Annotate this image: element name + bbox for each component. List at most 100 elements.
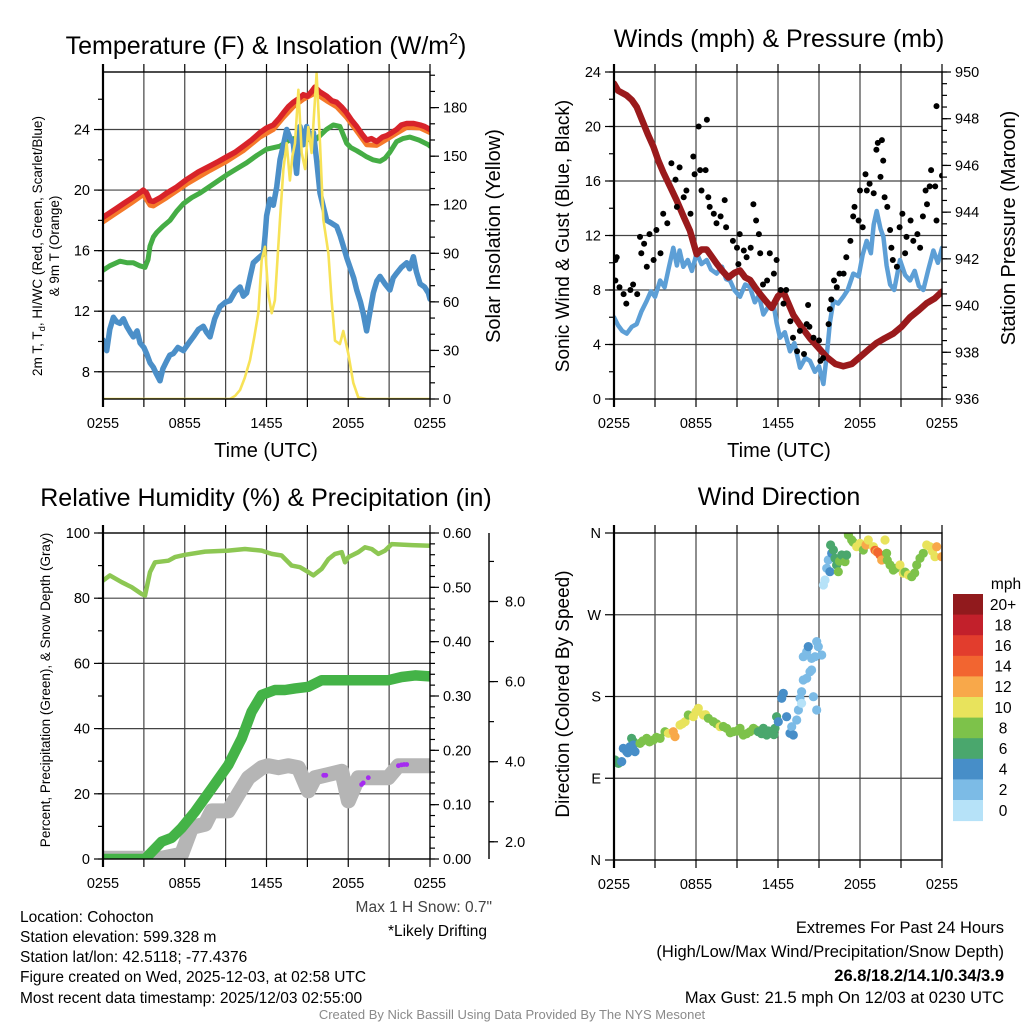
x-axis-tick-label: 1455 xyxy=(250,416,282,432)
wind-gust-point xyxy=(855,217,862,224)
wind-gust-point xyxy=(773,257,780,263)
left-axis-tick-label: 4 xyxy=(593,338,601,354)
y-axis-label: 2m T, Td, HI/WC (Red, Green, Scarlet/Blu… xyxy=(30,116,48,376)
colorbar-label: 18 xyxy=(994,617,1011,634)
colorbar-swatch xyxy=(953,738,983,760)
humidity-precipitation-panel: Relative Humidity (%) & Precipitation (i… xyxy=(38,484,525,940)
likely-drifting-point xyxy=(404,762,410,767)
wind-gust-point xyxy=(907,217,914,224)
wind-gust-point xyxy=(850,213,857,220)
colorbar-label: 8 xyxy=(999,720,1008,737)
recent-data-timestamp-text: Most recent data timestamp: 2025/12/03 0… xyxy=(20,990,362,1007)
grid-and-ticks xyxy=(94,525,498,867)
wind-gust-point xyxy=(641,240,648,247)
left-axis-tick-label: 40 xyxy=(74,722,90,738)
wind-gust-point xyxy=(702,167,709,174)
wind-direction-point xyxy=(617,757,627,767)
chart-title: Temperature (F) & Insolation (W/m2) xyxy=(66,31,467,60)
wind-gust-point xyxy=(747,244,754,251)
wind-gust-point xyxy=(736,231,743,238)
wind-gust-point xyxy=(833,284,840,291)
wind-gust-point xyxy=(706,203,713,210)
right-axis-tick-label: 0.30 xyxy=(443,689,471,705)
chart-title: Relative Humidity (%) & Precipitation (i… xyxy=(40,484,492,512)
wind-gust-point xyxy=(893,263,900,270)
likely-drifting-point xyxy=(323,772,329,778)
x-axis-tick-label: 1455 xyxy=(762,877,794,893)
wind-direction-point xyxy=(842,550,852,560)
wind-gust-point xyxy=(899,210,906,217)
wind-gust-point xyxy=(888,244,895,251)
right-axis-tick-label: 0.00 xyxy=(443,852,471,868)
colorbar-swatch xyxy=(953,800,983,822)
wind-direction-point xyxy=(655,733,665,744)
snow-axis-tick-label: 6.0 xyxy=(505,675,525,691)
right-axis-tick-label: 180 xyxy=(443,101,467,117)
wind-gust-point xyxy=(660,210,667,217)
x-axis-tick-label: 0855 xyxy=(680,416,712,432)
wind-gust-point xyxy=(928,167,935,174)
wind-gust-point xyxy=(729,237,736,244)
wind-direction-panel: Wind Direction Direction (Colored By Spe… xyxy=(553,483,1021,893)
wind-gust-point xyxy=(884,203,891,210)
left-axis-tick-label: 0 xyxy=(82,852,90,868)
right-axis-tick-label: 0.60 xyxy=(443,526,471,542)
wind-direction-point xyxy=(787,722,797,732)
wind-gust-point xyxy=(902,250,909,257)
right-axis-tick-label: 90 xyxy=(443,246,459,262)
wind-gust-point xyxy=(630,281,637,288)
left-axis-tick-label: 0 xyxy=(593,392,601,408)
wind-gust-point xyxy=(878,137,885,144)
wind-direction-point xyxy=(670,732,680,742)
solar-insolation-line xyxy=(103,72,430,399)
x-axis-tick-label: 0255 xyxy=(414,416,446,432)
wind-gust-point xyxy=(826,306,833,313)
wind-gust-point xyxy=(734,244,740,251)
right-axis-tick-label: 938 xyxy=(955,345,979,361)
wind-gust-point xyxy=(816,337,822,344)
wind-gust-point xyxy=(680,194,687,201)
latlon-text: Station lat/lon: 42.5118; -77.4376 xyxy=(20,949,247,966)
wind-gust-point xyxy=(616,284,623,291)
wind-gust-point xyxy=(806,323,813,330)
figure-created-text: Figure created on Wed, 2025-12-03, at 02… xyxy=(20,969,366,986)
wind-gust-point xyxy=(840,270,847,277)
colorbar-swatch xyxy=(953,717,983,739)
footer-credit: Created By Nick Bassill Using Data Provi… xyxy=(319,1007,706,1022)
likely-drifting-point xyxy=(365,775,371,781)
wind-gust-point xyxy=(863,187,870,194)
wind-gust-point xyxy=(620,291,627,298)
wind-gust-point xyxy=(933,103,940,110)
right-axis-tick-label: 944 xyxy=(955,205,979,221)
wind-direction-point xyxy=(930,552,940,562)
wind-gust-point xyxy=(896,224,903,231)
wind-gust-point xyxy=(796,327,803,334)
wind-gust-point xyxy=(801,351,807,357)
wind-gust-point xyxy=(873,146,880,153)
x-axis-tick-label: 0255 xyxy=(598,877,630,893)
wind-gust-point xyxy=(757,250,764,257)
wind-gust-point xyxy=(914,231,921,238)
right-axis-tick-label: 948 xyxy=(955,112,979,128)
wind-gust-point xyxy=(723,224,730,231)
wind-gust-point xyxy=(910,237,917,244)
grid-and-ticks xyxy=(605,525,943,868)
wind-gust-point xyxy=(691,171,698,178)
wind-direction-point xyxy=(812,705,822,715)
chart-title: Winds (mph) & Pressure (mb) xyxy=(614,25,945,53)
wind-gust-point xyxy=(673,203,680,210)
wind-gust-point xyxy=(857,187,863,194)
colorbar-label: 16 xyxy=(994,638,1011,655)
wind-direction-point xyxy=(820,575,830,585)
colorbar-label: 4 xyxy=(999,762,1008,779)
left-axis-tick-label: 12 xyxy=(585,229,601,245)
wind-gust-point xyxy=(705,194,712,201)
wind-gust-point xyxy=(932,183,939,190)
right-axis-tick-label: 0.50 xyxy=(443,580,471,596)
wind-direction-point xyxy=(828,545,839,555)
y-axis-label-subscript: d xyxy=(37,326,48,331)
snow-axis-tick-label: 8.0 xyxy=(505,594,525,610)
wind-gust-point xyxy=(825,321,832,328)
left-axis-tick-label: N xyxy=(591,853,601,869)
